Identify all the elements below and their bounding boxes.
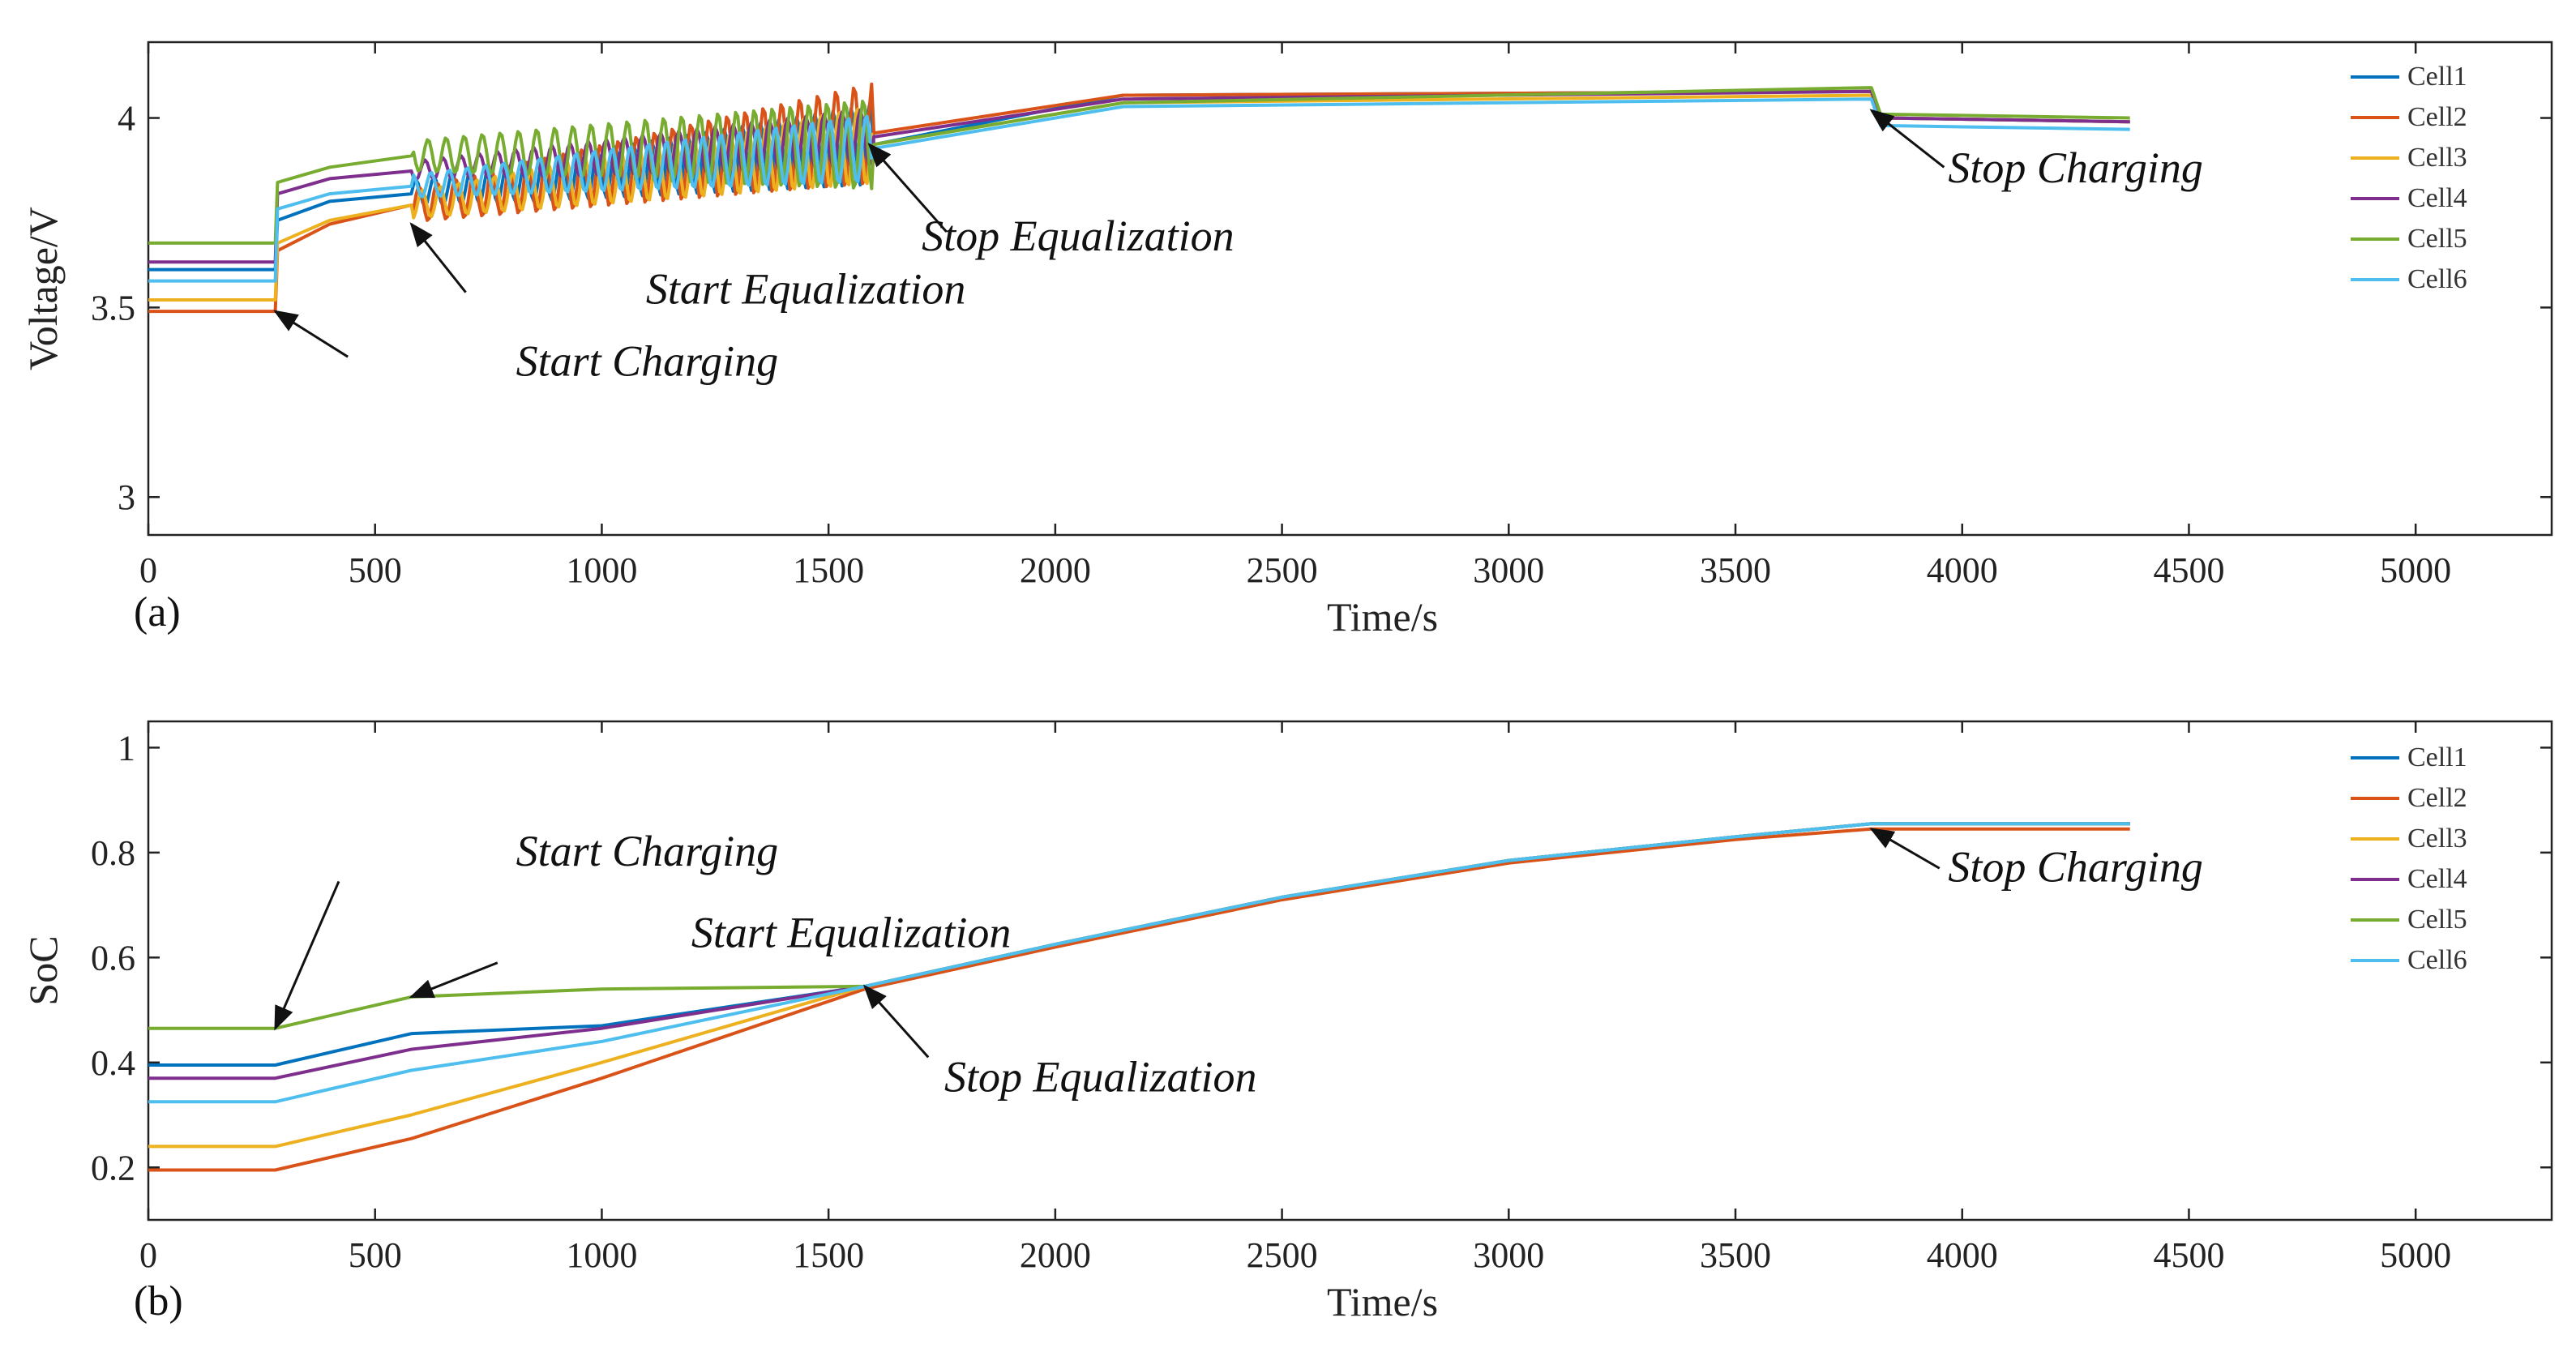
annotation-text: Start Equalization	[691, 908, 1012, 956]
panel-label: (b)	[134, 1278, 183, 1324]
x-tick-label: 4500	[2153, 1235, 2224, 1275]
series-line-cell6	[148, 822, 2130, 1104]
panel-b: 0 500 1000 1500 2000 2500 3000 3500 4000 4500 5000…	[20, 720, 2553, 1324]
axes-frame	[147, 720, 2553, 1222]
legend-entry: Cell2	[2407, 102, 2467, 132]
legend-entry: Cell3	[2407, 143, 2467, 173]
y-axis-label: SoC	[20, 935, 66, 1005]
legend-entry: Cell3	[2407, 824, 2467, 854]
y-tick-label: 3	[118, 477, 135, 517]
x-tick-label: 3000	[1473, 550, 1544, 590]
panel-label: (a)	[134, 589, 181, 635]
annotation-arrow	[1869, 109, 1945, 169]
series-line-cell4	[148, 822, 2130, 1080]
series-group	[148, 822, 2130, 1172]
y-axis-label: Voltage/V	[20, 207, 66, 370]
annotation-text: Stop Equalization	[922, 212, 1235, 260]
x-tick-label: 4500	[2153, 550, 2224, 590]
x-tick-label: 1000	[566, 1235, 637, 1275]
annotation: Stop Equalization	[867, 143, 1235, 260]
series-line-cell5	[148, 86, 2130, 245]
legend-entry: Cell5	[2407, 905, 2467, 935]
annotation-text: Start Charging	[516, 827, 779, 875]
x-tick-label: 500	[349, 550, 402, 590]
x-tick-label: 2500	[1247, 1235, 1318, 1275]
annotation: Stop Equalization	[862, 984, 1257, 1101]
annotation-arrow	[409, 222, 467, 293]
annotation: Stop Charging	[1869, 109, 2203, 192]
panel-a: 0 500 1000 1500 2000 2500 3000 3500 4000 4500 5000…	[20, 41, 2553, 640]
x-tick-label: 500	[349, 1235, 402, 1275]
y-tick-label: 3.5	[91, 288, 135, 327]
x-tick-label: 2000	[1020, 550, 1091, 590]
legend-entry: Cell4	[2407, 864, 2467, 894]
x-tick-label: 1500	[793, 1235, 864, 1275]
annotation: Stop Charging	[1869, 828, 2203, 891]
x-tick-label: 3500	[1700, 1235, 1771, 1275]
legend-entry: Cell1	[2407, 742, 2467, 772]
series-line-cell2	[148, 827, 2130, 1172]
x-tick-label: 1000	[566, 550, 637, 590]
y-tick-label: 4	[118, 99, 135, 139]
annotation: Start Charging	[274, 827, 779, 1031]
annotation: Start Charging	[273, 310, 779, 386]
legend-entry: Cell6	[2407, 264, 2467, 294]
annotation-arrow	[273, 310, 349, 358]
x-tick-label: 2500	[1247, 550, 1318, 590]
x-tick-label: 2000	[1020, 1235, 1091, 1275]
series-line-cell1	[148, 822, 2130, 1067]
annotation-arrow	[274, 880, 340, 1031]
series-group	[148, 82, 2130, 314]
x-tick-label: 3000	[1473, 1235, 1544, 1275]
x-tick-label: 3500	[1700, 550, 1771, 590]
y-tick-label: 0.6	[91, 938, 135, 978]
legend-entry: Cell4	[2407, 183, 2467, 213]
x-tick-label: 5000	[2380, 1235, 2451, 1275]
legend-entry: Cell6	[2407, 945, 2467, 975]
x-tick-label: 5000	[2380, 550, 2451, 590]
y-tick-label: 0.4	[91, 1043, 135, 1083]
annotation-text: Stop Equalization	[944, 1052, 1257, 1101]
annotation: Start Equalization	[409, 222, 966, 314]
x-axis-label: Time/s	[1327, 594, 1438, 640]
annotation-arrow	[862, 984, 930, 1059]
annotation-text: Stop Charging	[1948, 143, 2203, 192]
legend-entry: Cell1	[2407, 62, 2467, 92]
series-line-cell6	[148, 97, 2130, 283]
annotation-text: Stop Charging	[1948, 842, 2203, 891]
y-tick-label: 0.2	[91, 1148, 135, 1187]
x-tick-label: 1500	[793, 550, 864, 590]
x-tick-label: 4000	[1927, 550, 1998, 590]
annotation: Start Equalization	[409, 908, 1012, 999]
annotation-arrow	[1869, 828, 1941, 870]
annotation-arrow	[867, 143, 948, 233]
x-tick-label: 0	[139, 1235, 157, 1275]
legend-entry: Cell5	[2407, 224, 2467, 254]
legend-entry: Cell2	[2407, 783, 2467, 813]
series-line-cell3	[148, 93, 2130, 302]
annotation-text: Start Charging	[516, 337, 779, 386]
x-axis-label: Time/s	[1327, 1279, 1438, 1324]
annotation-text: Start Equalization	[646, 265, 966, 314]
x-tick-label: 4000	[1927, 1235, 1998, 1275]
legend: Cell1 Cell2 Cell3 Cell4 Cell5 Cell6	[2351, 62, 2467, 294]
y-tick-label: 1	[118, 728, 135, 768]
x-tick-label: 0	[139, 550, 157, 590]
annotation-arrow	[409, 961, 499, 999]
axes-frame	[147, 41, 2553, 537]
legend: Cell1 Cell2 Cell3 Cell4 Cell5 Cell6	[2351, 742, 2467, 975]
y-tick-label: 0.8	[91, 833, 135, 873]
